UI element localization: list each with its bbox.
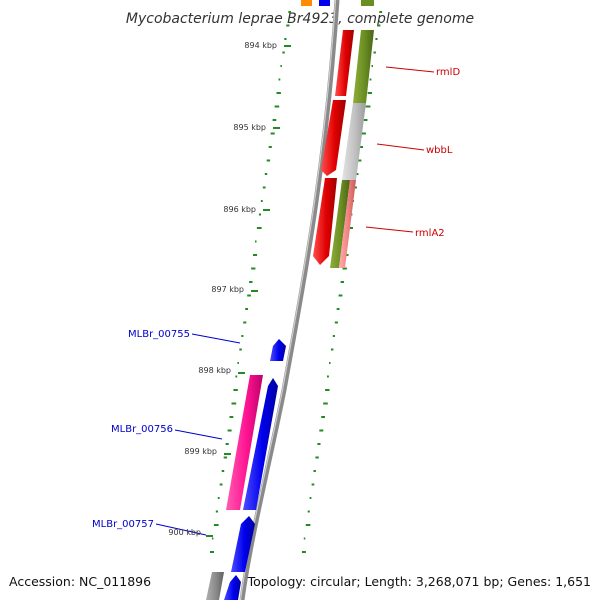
tick-label-896: 896 kbp <box>223 205 256 214</box>
gene-fragment-blue-bottom <box>224 575 241 600</box>
gene-fragment-gray-bottom <box>206 572 224 600</box>
genome-summary-text: Topology: circular; Length: 3,268,071 bp… <box>247 574 591 589</box>
tick-label-898: 898 kbp <box>198 366 231 375</box>
gene-rmlA2-cog-olive <box>330 180 350 268</box>
label-MLBr_00757[interactable]: MLBr_00757 <box>92 519 154 530</box>
gene-MLBr_00757[interactable] <box>231 516 255 572</box>
label-MLBr_00756[interactable]: MLBr_00756 <box>111 424 173 435</box>
rmlA2-leader <box>365 226 414 233</box>
tick-label-894: 894 kbp <box>244 41 277 50</box>
gene-rmlA2-arrow[interactable] <box>313 178 337 265</box>
gene-fragment-blue-top <box>319 0 330 6</box>
wbbL-leader <box>376 143 425 151</box>
MLBr_00756-leader <box>174 429 223 440</box>
label-wbbL[interactable]: wbbL <box>426 145 453 156</box>
gene-rmlD-cog <box>353 30 374 103</box>
gene-rmlD-arrow[interactable] <box>335 30 354 96</box>
gene-rmlD[interactable] <box>335 30 374 103</box>
scale-tick-900: 900 kbp <box>168 528 213 537</box>
gene-MLBr_00757-arrow[interactable] <box>231 516 255 572</box>
gene-MLBr_00755-arrow[interactable] <box>270 339 286 361</box>
gene-rmlA2[interactable] <box>313 178 356 268</box>
gene-wbbL[interactable] <box>321 100 366 180</box>
scale-tick-894: 894 kbp <box>244 41 291 50</box>
label-rmlD[interactable]: rmlD <box>436 67 460 78</box>
MLBr_00755-leader <box>191 333 241 344</box>
accession-text: Accession: NC_011896 <box>9 574 152 589</box>
gene-fragment-orange <box>301 0 312 6</box>
scale-tick-899: 899 kbp <box>184 447 231 456</box>
label-rmlA2[interactable]: rmlA2 <box>415 228 445 239</box>
scale-tick-898: 898 kbp <box>198 366 245 375</box>
gene-MLBr_00756-cog <box>226 375 263 510</box>
tick-label-900: 900 kbp <box>168 528 201 537</box>
scale-tick-896: 896 kbp <box>223 205 270 214</box>
genome-backbone <box>239 0 340 600</box>
tick-label-899: 899 kbp <box>184 447 217 456</box>
gene-wbbL-arrow[interactable] <box>321 100 346 176</box>
MLBr_00757-leader <box>155 523 207 536</box>
map-title: Mycobacterium leprae Br4923, complete ge… <box>126 11 474 27</box>
gc-skew-track-right <box>301 11 383 553</box>
tick-label-897: 897 kbp <box>211 285 244 294</box>
scale-tick-897: 897 kbp <box>211 285 258 294</box>
tick-label-895: 895 kbp <box>233 123 266 132</box>
gene-MLBr_00756-arrow[interactable] <box>243 378 278 510</box>
gene-fragment-olive-top <box>361 0 374 6</box>
scale-tick-895: 895 kbp <box>233 123 280 132</box>
gene-rmlA2-cog-salmon <box>339 180 356 268</box>
gc-skew-track-left <box>210 11 291 553</box>
gene-MLBr_00756[interactable] <box>226 375 278 510</box>
rmlD-leader <box>385 66 435 73</box>
gene-wbbL-cog <box>342 103 366 180</box>
label-MLBr_00755[interactable]: MLBr_00755 <box>128 329 190 340</box>
gene-MLBr_00755[interactable] <box>270 339 286 361</box>
